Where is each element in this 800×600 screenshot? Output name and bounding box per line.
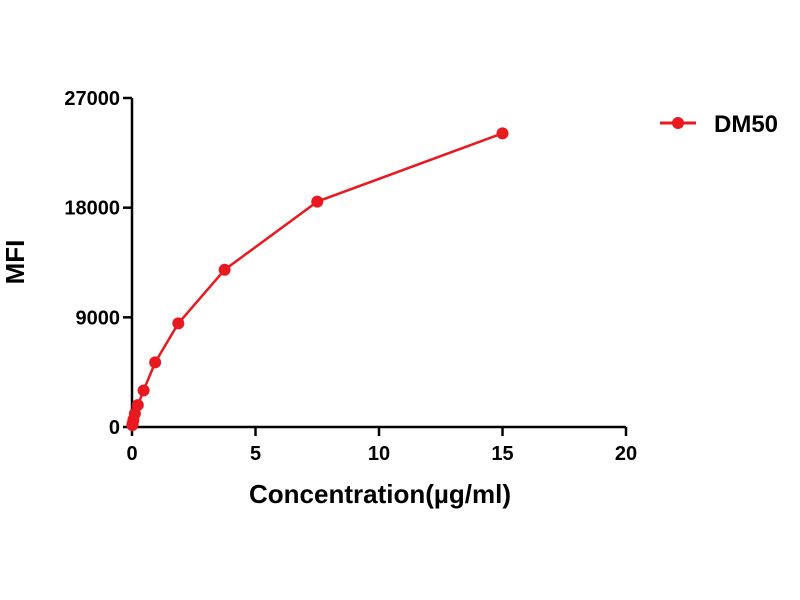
y-tick-label: 0 (109, 417, 120, 439)
series-line (131, 132, 503, 426)
y-tick-label: 18000 (64, 198, 120, 220)
data-point (496, 127, 509, 140)
data-point (218, 263, 231, 276)
axes (130, 98, 626, 429)
legend-label: DM50 (714, 111, 778, 138)
x-axis-title: Concentration(µg/ml) (249, 479, 511, 509)
data-point (137, 384, 150, 397)
data-point (311, 195, 324, 208)
x-tick-label: 15 (491, 443, 513, 465)
y-axis-title: MFI (0, 240, 30, 285)
data-point (172, 317, 185, 330)
y-tick-label: 9000 (76, 307, 121, 329)
x-tick-label: 5 (250, 443, 261, 465)
legend: DM50 (660, 111, 778, 138)
series-layer (126, 127, 509, 432)
data-point (131, 399, 144, 412)
ticks: 0 9000 18000 27000 0 5 10 15 20 (64, 88, 637, 465)
x-tick-label: 10 (368, 443, 390, 465)
legend-marker (672, 117, 684, 129)
data-point (149, 356, 162, 369)
x-tick-label: 20 (615, 443, 637, 465)
x-tick-label: 0 (126, 443, 137, 465)
y-tick-label: 27000 (64, 88, 120, 110)
